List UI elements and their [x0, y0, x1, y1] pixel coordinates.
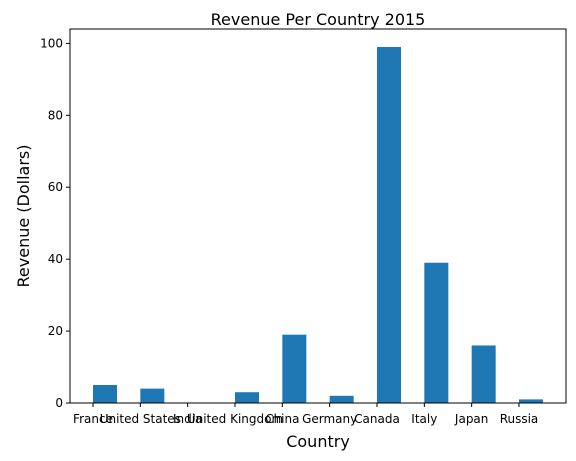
x-axis-label: Country — [286, 432, 350, 451]
x-tick-label: Russia — [500, 412, 539, 426]
bar-france — [93, 385, 117, 403]
y-axis-label: Revenue (Dollars) — [14, 145, 33, 288]
x-tick-label: Canada — [354, 412, 400, 426]
x-tick-label: Germany — [302, 412, 357, 426]
bar-italy — [424, 262, 449, 403]
bar-china — [282, 334, 307, 403]
x-tick-label: Japan — [454, 412, 488, 426]
x-tick-label: United Kingdom — [187, 412, 283, 426]
bars-group — [93, 46, 543, 403]
x-tick-label: Italy — [411, 412, 437, 426]
y-tick-label: 100 — [40, 36, 63, 50]
bar-japan — [471, 345, 496, 403]
y-tick-label: 40 — [48, 252, 63, 266]
bar-united-states — [140, 388, 165, 403]
bar-canada — [377, 46, 401, 403]
bar-united-kingdom — [235, 392, 259, 403]
bar-russia — [519, 399, 543, 403]
y-axis: 0 20 40 60 80 100 — [40, 36, 70, 410]
x-tick-label: United States — [100, 412, 181, 426]
y-tick-label: 80 — [48, 108, 63, 122]
x-tick-label: France — [73, 412, 113, 426]
x-tick-label: India — [173, 412, 202, 426]
bar-germany — [329, 395, 354, 403]
plot-frame — [69, 28, 567, 404]
x-tick-label: China — [265, 412, 299, 426]
y-tick-label: 20 — [48, 324, 63, 338]
chart-title: Revenue Per Country 2015 — [211, 10, 426, 29]
y-tick-label: 0 — [55, 396, 63, 410]
y-tick-label: 60 — [48, 180, 63, 194]
